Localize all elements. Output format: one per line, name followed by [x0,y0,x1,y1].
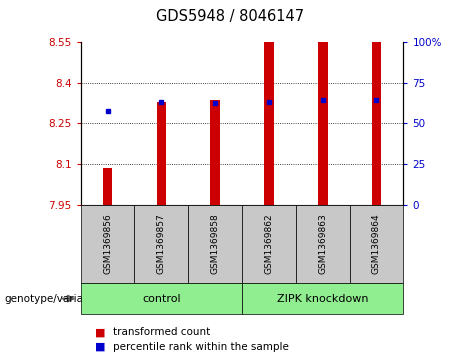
Text: genotype/variation: genotype/variation [5,294,104,303]
Text: GSM1369864: GSM1369864 [372,214,381,274]
Text: control: control [142,294,181,303]
Text: ZIPK knockdown: ZIPK knockdown [277,294,368,303]
Text: GSM1369862: GSM1369862 [265,214,273,274]
Text: percentile rank within the sample: percentile rank within the sample [113,342,289,352]
Bar [372,42,381,205]
Text: GSM1369856: GSM1369856 [103,214,112,274]
Bar [264,42,274,205]
Text: GSM1369857: GSM1369857 [157,214,166,274]
Bar [156,102,166,205]
Text: ■: ■ [95,342,105,352]
Text: GSM1369858: GSM1369858 [211,214,219,274]
Bar [103,168,112,205]
Text: ■: ■ [95,327,105,337]
Text: GDS5948 / 8046147: GDS5948 / 8046147 [156,9,305,24]
Text: transformed count: transformed count [113,327,210,337]
Text: GSM1369863: GSM1369863 [318,214,327,274]
Bar [210,100,220,205]
Bar [318,42,327,205]
